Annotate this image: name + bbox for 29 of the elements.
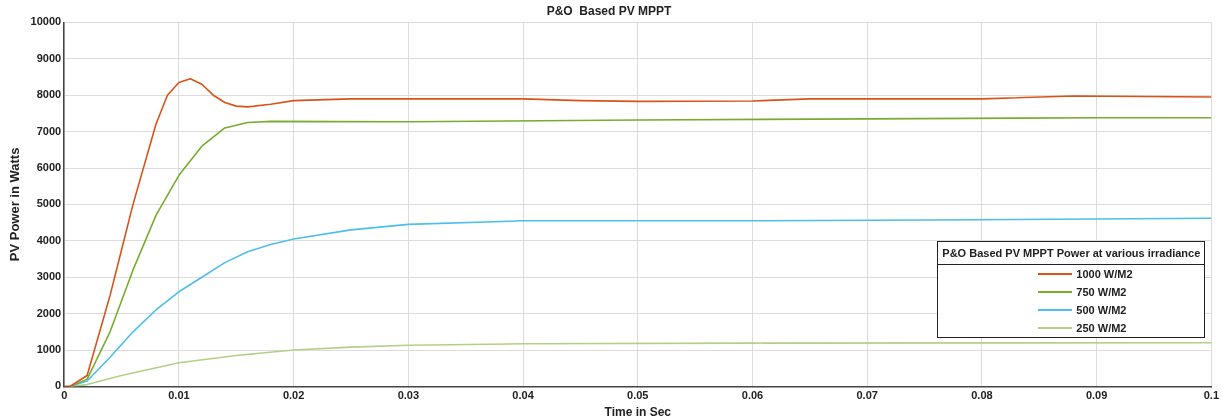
x-tick-label: 0.01: [168, 389, 190, 402]
y-tick-label: 7000: [36, 124, 62, 137]
y-tick-label: 2000: [36, 306, 62, 319]
y-tick-label: 4000: [36, 233, 62, 246]
x-tick-label: 0.02: [282, 389, 305, 402]
legend-label: 500 W/M2: [1076, 303, 1127, 316]
y-tick-label: 1000: [36, 343, 62, 356]
y-tick-label: 6000: [36, 161, 62, 174]
x-tick-label: 0.06: [741, 389, 764, 402]
x-tick-label: 0.08: [971, 389, 993, 402]
y-tick-label: 0: [55, 379, 62, 392]
x-tick-label: 0.03: [397, 389, 420, 402]
y-tick-label: 3000: [36, 270, 62, 283]
x-tick-label: 0.05: [627, 389, 649, 402]
x-tick-label: 0.07: [856, 389, 878, 402]
y-tick-label: 9000: [36, 51, 62, 64]
y-tick-label: 10000: [30, 15, 62, 28]
chart-title: P&O Based PV MPPT: [546, 3, 673, 18]
legend-label: 250 W/M2: [1076, 321, 1127, 334]
y-tick-label: 8000: [36, 88, 62, 101]
x-tick-label: 0.1: [1203, 389, 1219, 402]
y-tick-label: 5000: [36, 197, 62, 210]
y-axis-title: PV Power in Watts: [7, 147, 23, 262]
x-tick-label: 0.09: [1085, 389, 1108, 402]
x-tick-label: 0.04: [512, 389, 535, 402]
legend-label: 1000 W/M2: [1076, 267, 1133, 280]
legend-label: 750 W/M2: [1076, 285, 1127, 298]
x-axis-title: Time in Sec: [604, 405, 672, 420]
legend-title: P&O Based PV MPPT Power at various irradiance: [938, 241, 1205, 265]
